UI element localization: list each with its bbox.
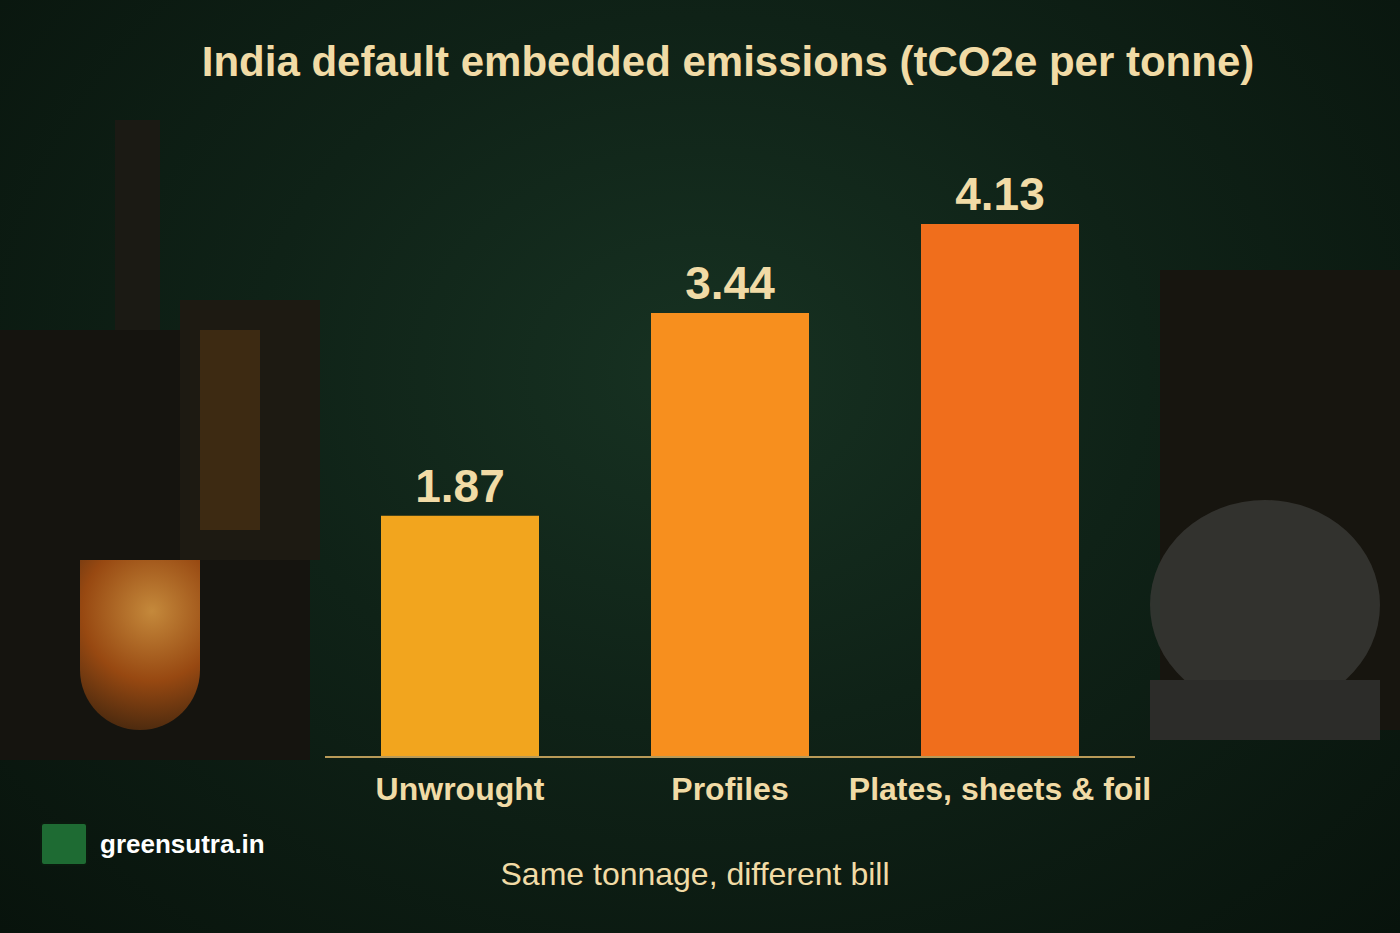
html-text:Same tonnage, different bill: Same tonnage, different bill bbox=[500, 856, 890, 892]
svg-text:Profiles: Profiles bbox=[671, 771, 788, 807]
html-text:India default embedded emissio: India default embedded emissions (tCO2e … bbox=[201, 38, 1255, 85]
svg-text:1.87: 1.87 bbox=[415, 460, 505, 512]
svg-text:Plates, sheets & foil: Plates, sheets & foil bbox=[849, 771, 1151, 807]
svg-text:3.44: 3.44 bbox=[685, 257, 775, 309]
svg-text:4.13: 4.13 bbox=[955, 168, 1045, 220]
svg-text:Unwrought: Unwrought bbox=[376, 771, 545, 807]
html-text:greensutra.in: greensutra.in bbox=[100, 828, 265, 859]
